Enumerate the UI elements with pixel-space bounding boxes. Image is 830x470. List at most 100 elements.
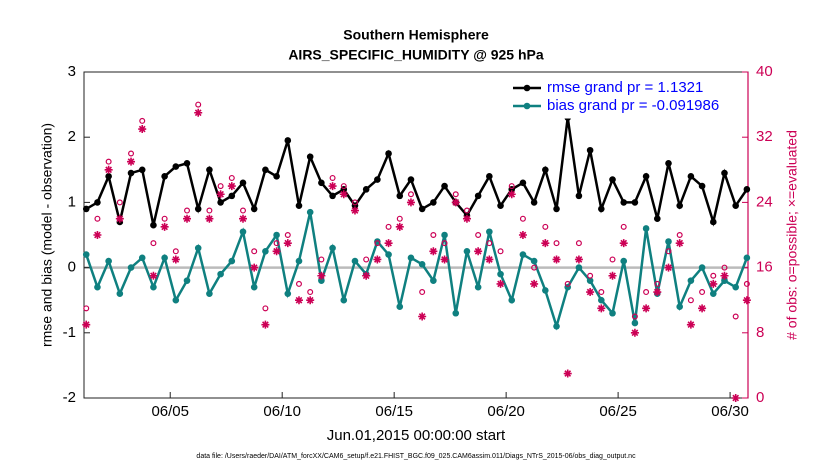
point bbox=[598, 205, 605, 213]
point bbox=[709, 218, 717, 226]
evaluated-obs bbox=[563, 369, 572, 378]
possible-obs bbox=[128, 150, 135, 157]
possible-obs bbox=[732, 313, 739, 320]
evaluated-obs bbox=[619, 239, 628, 248]
evaluated-obs bbox=[429, 247, 438, 256]
evaluated-obs bbox=[574, 255, 583, 264]
possible-obs bbox=[329, 174, 336, 181]
evaluated-obs bbox=[227, 182, 236, 191]
point bbox=[138, 166, 146, 174]
point bbox=[530, 257, 538, 265]
possible-obs bbox=[542, 223, 549, 230]
point bbox=[116, 290, 124, 297]
point bbox=[183, 277, 191, 284]
point bbox=[743, 254, 751, 262]
possible-obs bbox=[475, 232, 482, 239]
y2-tick-label: 16 bbox=[756, 259, 773, 276]
evaluated-obs bbox=[485, 255, 494, 264]
point bbox=[250, 283, 258, 291]
x-axis-label: Jun.01,2015 00:00:00 start bbox=[327, 427, 506, 444]
possible-obs bbox=[195, 101, 202, 108]
possible-obs bbox=[531, 264, 538, 271]
possible-obs bbox=[710, 272, 717, 279]
series-line bbox=[85, 117, 748, 227]
point bbox=[329, 244, 336, 252]
point bbox=[407, 176, 415, 183]
point bbox=[228, 257, 236, 265]
point bbox=[441, 231, 448, 239]
evaluated-obs bbox=[216, 190, 225, 199]
x-tick-label: 06/25 bbox=[599, 403, 637, 420]
y-tick-label: 2 bbox=[68, 128, 76, 145]
point bbox=[586, 277, 594, 284]
point bbox=[194, 244, 202, 252]
y-tick-label: 0 bbox=[68, 259, 76, 276]
possible-obs bbox=[307, 289, 314, 296]
evaluated-obs bbox=[642, 304, 651, 313]
possible-obs bbox=[83, 305, 90, 312]
point bbox=[709, 290, 717, 297]
evaluated-obs bbox=[205, 214, 214, 223]
point bbox=[631, 199, 639, 206]
legend-box bbox=[506, 75, 746, 119]
possible-obs bbox=[676, 232, 683, 239]
point bbox=[228, 192, 236, 200]
point bbox=[732, 202, 739, 209]
possible-obs bbox=[419, 289, 426, 296]
point bbox=[676, 303, 683, 311]
point bbox=[542, 287, 549, 294]
point bbox=[642, 225, 650, 232]
evaluated-obs bbox=[395, 222, 404, 231]
evaluated-obs bbox=[675, 239, 684, 248]
possible-obs bbox=[575, 240, 582, 247]
point bbox=[474, 283, 482, 291]
evaluated-obs bbox=[552, 255, 561, 264]
y-tick-label: 3 bbox=[68, 63, 76, 80]
y2-axis-label: # of obs: o=possible; ×=evaluated bbox=[784, 130, 800, 340]
point bbox=[407, 254, 415, 262]
evaluated-obs bbox=[384, 239, 393, 248]
evaluated-obs bbox=[653, 288, 662, 297]
evaluated-obs bbox=[507, 190, 516, 199]
point bbox=[519, 251, 527, 258]
point bbox=[385, 251, 392, 258]
point bbox=[306, 208, 314, 216]
y2-tick-label: 40 bbox=[756, 63, 773, 80]
evaluated-obs bbox=[328, 182, 337, 191]
point bbox=[127, 264, 135, 271]
point bbox=[418, 205, 426, 213]
possible-obs bbox=[452, 191, 459, 198]
evaluated-obs bbox=[608, 271, 617, 280]
point bbox=[497, 270, 504, 278]
evaluated-obs bbox=[664, 263, 673, 272]
point bbox=[284, 290, 292, 297]
point bbox=[385, 150, 392, 157]
point bbox=[631, 319, 639, 327]
point bbox=[698, 264, 706, 271]
possible-obs bbox=[94, 215, 101, 222]
possible-obs bbox=[721, 264, 728, 271]
point bbox=[609, 309, 616, 317]
point bbox=[273, 173, 280, 180]
possible-obs bbox=[172, 248, 179, 255]
possible-obs bbox=[654, 280, 661, 287]
possible-obs bbox=[643, 289, 650, 296]
evaluated-obs bbox=[261, 320, 270, 329]
x-tick-label: 06/15 bbox=[375, 403, 413, 420]
point bbox=[194, 205, 202, 213]
point bbox=[183, 159, 191, 167]
point bbox=[138, 254, 146, 262]
evaluated-obs bbox=[440, 255, 449, 264]
possible-obs bbox=[184, 207, 191, 214]
possible-obs bbox=[385, 223, 392, 230]
evaluated-obs bbox=[239, 214, 248, 223]
evaluated-obs bbox=[474, 247, 483, 256]
possible-obs bbox=[150, 240, 157, 247]
point bbox=[598, 296, 605, 304]
possible-obs bbox=[161, 215, 168, 222]
point bbox=[474, 192, 482, 200]
point bbox=[318, 277, 325, 284]
possible-obs bbox=[340, 183, 347, 190]
possible-obs bbox=[508, 183, 515, 190]
point bbox=[172, 163, 180, 170]
